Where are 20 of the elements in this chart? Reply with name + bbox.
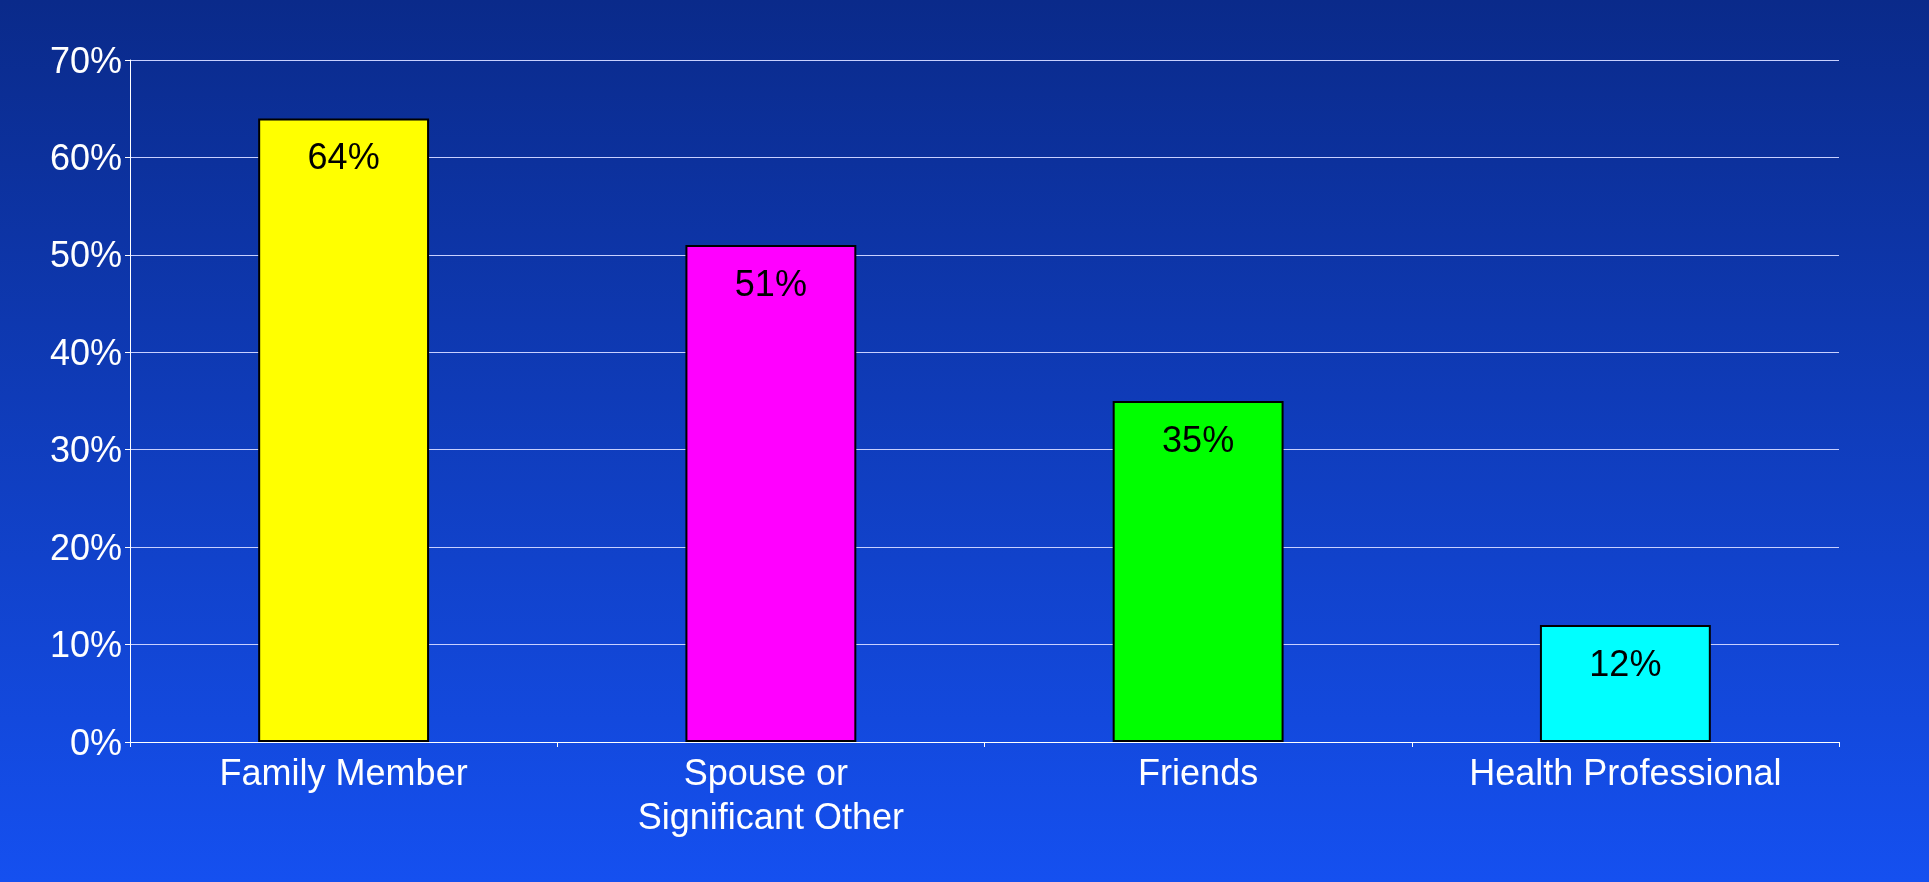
data-label: 12% (1589, 642, 1662, 684)
data-label: 64% (307, 135, 380, 177)
bar (258, 118, 430, 742)
x-tick-label: Friends (1138, 751, 1259, 793)
y-tick-label: 0% (69, 721, 122, 763)
y-tick-label: 30% (49, 429, 122, 471)
x-tick-label: Spouse or Significant Other (637, 751, 904, 837)
data-label: 51% (734, 262, 807, 304)
y-tick-label: 50% (49, 234, 122, 276)
y-tick-label: 20% (49, 526, 122, 568)
bar (685, 245, 857, 742)
bar (1539, 625, 1711, 742)
y-tick-label: 40% (49, 331, 122, 373)
bar (1112, 401, 1284, 742)
x-tick-label: Family Member (219, 751, 468, 793)
y-tick-label: 60% (49, 136, 122, 178)
x-tick-label: Health Professional (1469, 751, 1782, 793)
data-label: 35% (1162, 418, 1235, 460)
y-tick-label: 10% (49, 624, 122, 666)
y-tick-label: 70% (49, 39, 122, 81)
